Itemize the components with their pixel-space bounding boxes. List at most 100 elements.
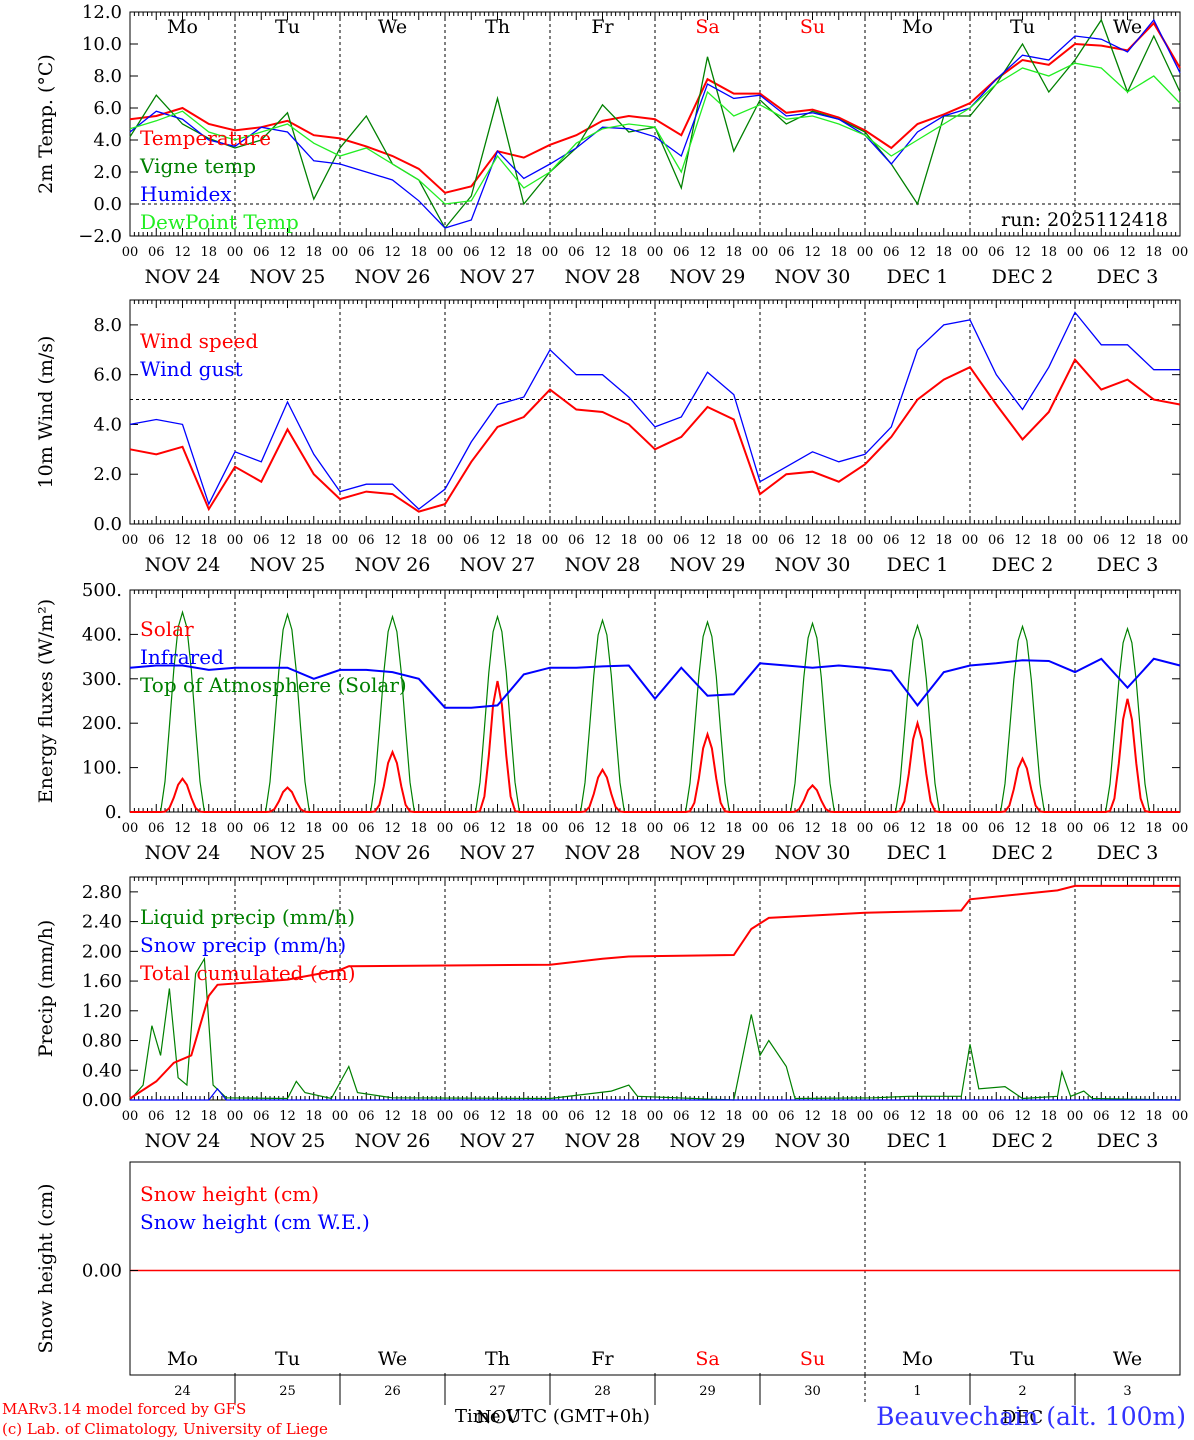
hour-tick-label: 18: [200, 533, 217, 548]
hour-tick-label: 18: [410, 533, 427, 548]
panel-frame-2: [129, 299, 1181, 525]
hour-tick-label: 00: [332, 1109, 349, 1124]
day-label: Fr: [591, 1348, 614, 1370]
hour-tick-label: 12: [699, 533, 716, 548]
hour-tick-label: 12: [174, 821, 191, 836]
hour-tick-label: 18: [1145, 533, 1162, 548]
hour-tick-label: 00: [122, 245, 139, 260]
hour-tick-label: 12: [174, 245, 191, 260]
hour-tick-label: 18: [305, 821, 322, 836]
hour-tick-label: 12: [279, 533, 296, 548]
hour-tick-label: 06: [988, 245, 1005, 260]
hour-tick-label: 18: [830, 533, 847, 548]
date-label: NOV 25: [250, 266, 326, 288]
hour-tick-label: 12: [384, 533, 401, 548]
hour-tick-label: 06: [883, 245, 900, 260]
day-label: Mo: [167, 16, 198, 38]
day-label: We: [1113, 16, 1142, 38]
y-tick-label: 0.40: [82, 1060, 122, 1081]
hour-tick-label: 12: [804, 245, 821, 260]
date-label: NOV 26: [355, 842, 431, 864]
hour-tick-label: 18: [305, 533, 322, 548]
hour-tick-label: 18: [1145, 245, 1162, 260]
day-label: Su: [800, 1348, 825, 1370]
date-label: NOV 28: [565, 266, 641, 288]
hour-tick-label: 06: [463, 245, 480, 260]
hour-tick-label: 06: [148, 533, 165, 548]
day-label: Sa: [695, 16, 719, 38]
date-label: NOV 24: [145, 266, 221, 288]
series-line-humidex: [129, 18, 1181, 229]
series-line-liquid-precip-mm-h-: [129, 956, 1181, 1101]
day-label: Sa: [695, 1348, 719, 1370]
hour-tick-label: 06: [463, 1109, 480, 1124]
temp-legend-3: DewPoint Temp: [140, 210, 299, 234]
hour-tick-label: 18: [830, 1109, 847, 1124]
hour-tick-label: 06: [673, 245, 690, 260]
hour-tick-label: 18: [620, 1109, 637, 1124]
hour-tick-label: 18: [200, 1109, 217, 1124]
hour-tick-label: 06: [1093, 1109, 1110, 1124]
date-label: NOV 29: [670, 266, 746, 288]
y-tick-label: 1.60: [82, 971, 122, 992]
hour-tick-label: 12: [489, 821, 506, 836]
hour-tick-label: 18: [305, 1109, 322, 1124]
hour-tick-label: 06: [568, 533, 585, 548]
y-tick-label: 0.80: [82, 1031, 122, 1052]
hour-tick-label: 18: [830, 821, 847, 836]
day-number: 3: [1123, 1384, 1131, 1399]
date-label: DEC 2: [992, 554, 1054, 576]
date-label: NOV 30: [775, 1130, 851, 1152]
hour-tick-label: 12: [1119, 1109, 1136, 1124]
day-label: Mo: [902, 16, 933, 38]
hour-tick-label: 00: [227, 821, 244, 836]
day-label: Tu: [1010, 16, 1035, 38]
y-tick-label: 2.80: [82, 882, 122, 903]
hour-tick-label: 00: [647, 533, 664, 548]
precip-legend-1: Snow precip (mm/h): [140, 933, 346, 957]
hour-tick-label: 12: [489, 533, 506, 548]
hour-tick-label: 12: [1119, 533, 1136, 548]
y-tick-label: 6.0: [93, 98, 122, 119]
hour-tick-label: 00: [437, 1109, 454, 1124]
hour-tick-label: 12: [1014, 245, 1031, 260]
hour-tick-label: 12: [1119, 821, 1136, 836]
hour-tick-label: 12: [909, 533, 926, 548]
date-label: NOV 26: [355, 266, 431, 288]
date-label: NOV 28: [565, 1130, 641, 1152]
hour-tick-label: 18: [1040, 1109, 1057, 1124]
hour-tick-label: 12: [594, 1109, 611, 1124]
date-label: DEC 2: [992, 1130, 1054, 1152]
hour-tick-label: 18: [410, 821, 427, 836]
y-tick-label: 0.0: [93, 194, 122, 215]
hour-tick-label: 00: [647, 821, 664, 836]
date-label: NOV 26: [355, 554, 431, 576]
day-number: 24: [174, 1384, 191, 1399]
y-tick-label: 0.: [105, 802, 122, 823]
series-line-snow-precip-mm-h-: [130, 1087, 1180, 1101]
date-label: NOV 25: [250, 554, 326, 576]
hour-tick-label: 12: [384, 821, 401, 836]
y-tick-label: 4.0: [93, 414, 122, 435]
date-label: NOV 26: [355, 1130, 431, 1152]
series-line-infrared: [129, 657, 1181, 709]
hour-tick-label: 06: [148, 1109, 165, 1124]
date-label: DEC 2: [992, 842, 1054, 864]
y-tick-label: 6.0: [93, 365, 122, 386]
hour-tick-label: 00: [1172, 821, 1189, 836]
wind-legend-0: Wind speed: [140, 329, 258, 353]
hour-tick-label: 06: [778, 245, 795, 260]
hour-tick-label: 12: [804, 821, 821, 836]
hour-tick-label: 18: [515, 1109, 532, 1124]
date-label: NOV 25: [250, 842, 326, 864]
y-axis-label: Precip (mm/h): [35, 920, 57, 1058]
date-label: NOV 28: [565, 554, 641, 576]
y-tick-label: 12.0: [82, 2, 122, 23]
hour-tick-label: 00: [962, 245, 979, 260]
y-tick-label: 4.0: [93, 130, 122, 151]
date-label: NOV 27: [460, 842, 536, 864]
hour-tick-label: 18: [200, 245, 217, 260]
hour-tick-label: 00: [857, 533, 874, 548]
hour-tick-label: 06: [148, 821, 165, 836]
hour-tick-label: 12: [594, 533, 611, 548]
